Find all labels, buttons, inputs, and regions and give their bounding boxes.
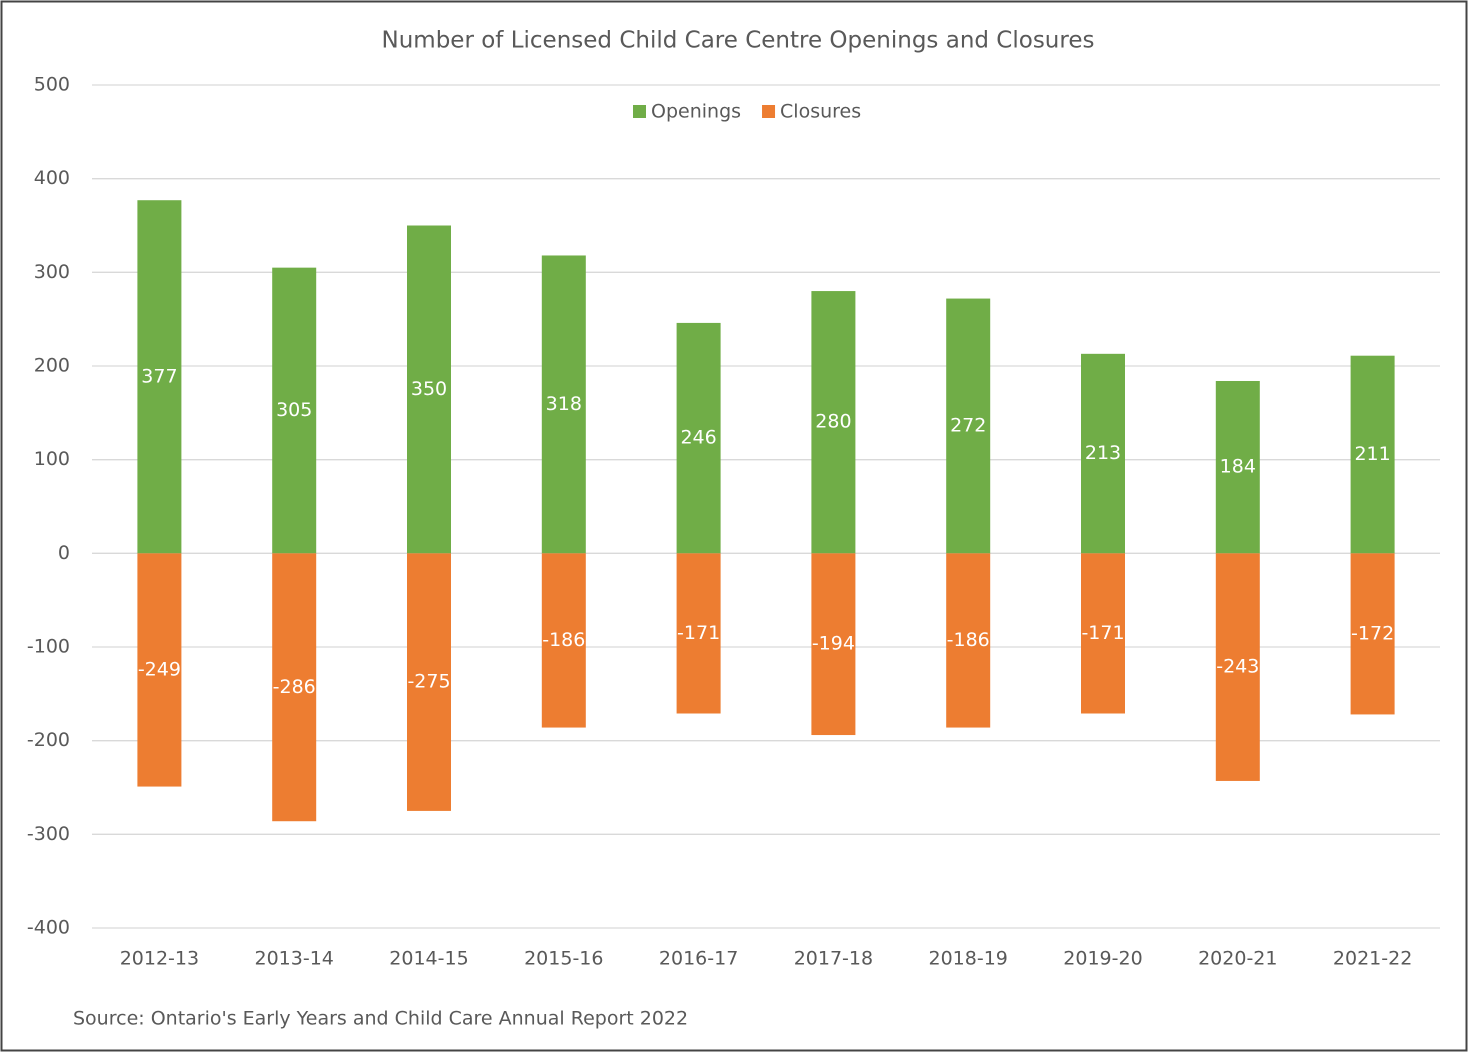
data-label: 246 xyxy=(680,427,716,449)
bar xyxy=(1215,553,1260,781)
x-tick-label: 2015-16 xyxy=(524,948,603,970)
y-tick-label: -300 xyxy=(27,823,70,845)
x-tick-label: 2017-18 xyxy=(794,948,873,970)
x-tick-label: 2016-17 xyxy=(659,948,738,970)
x-tick-label: 2021-22 xyxy=(1333,948,1412,970)
data-label: 184 xyxy=(1220,456,1256,478)
bar xyxy=(272,267,317,554)
y-tick-label: 300 xyxy=(34,261,70,283)
data-label: -172 xyxy=(1351,622,1394,644)
legend-swatch xyxy=(762,105,776,118)
y-tick-label: -400 xyxy=(27,917,70,939)
legend-label: Openings xyxy=(651,101,741,123)
source-note: Source: Ontario's Early Years and Child … xyxy=(73,1008,688,1030)
bar xyxy=(676,322,721,554)
x-tick-label: 2014-15 xyxy=(389,948,468,970)
data-label: -171 xyxy=(677,622,720,644)
y-tick-label: 100 xyxy=(34,448,70,470)
bar xyxy=(811,291,856,554)
bar xyxy=(541,553,586,728)
legend-label: Closures xyxy=(780,101,861,123)
data-label: -243 xyxy=(1216,656,1259,678)
data-label: -249 xyxy=(138,658,181,680)
data-label: -194 xyxy=(812,633,855,655)
y-tick-label: 0 xyxy=(58,542,70,564)
bar xyxy=(137,200,182,554)
bar xyxy=(811,553,856,736)
data-label: 350 xyxy=(411,378,447,400)
y-tick-label: -100 xyxy=(27,636,70,658)
data-label: -275 xyxy=(407,671,450,693)
data-label: 305 xyxy=(276,399,312,421)
y-tick-label: 200 xyxy=(34,355,70,377)
legend-swatch xyxy=(633,105,646,118)
x-tick-label: 2018-19 xyxy=(929,948,1008,970)
data-label: -186 xyxy=(947,629,990,651)
bar xyxy=(946,553,991,728)
data-label: -186 xyxy=(542,629,585,651)
bar xyxy=(1215,380,1260,554)
data-label: -286 xyxy=(273,676,316,698)
bar xyxy=(946,298,991,554)
y-tick-label: -200 xyxy=(27,729,70,751)
chart-title: Number of Licensed Child Care Centre Ope… xyxy=(382,28,1095,54)
bar xyxy=(272,553,317,822)
x-tick-label: 2013-14 xyxy=(255,948,334,970)
x-tick-label: 2012-13 xyxy=(120,948,199,970)
bar xyxy=(407,225,451,554)
data-label: 377 xyxy=(141,365,177,387)
x-tick-label: 2019-20 xyxy=(1063,948,1142,970)
bar xyxy=(676,553,721,714)
y-tick-label: 400 xyxy=(34,167,70,189)
bar xyxy=(1081,553,1125,714)
data-label: 213 xyxy=(1085,442,1121,464)
data-label: 280 xyxy=(815,411,851,433)
bar xyxy=(407,553,451,811)
bar xyxy=(137,553,182,787)
data-label: 318 xyxy=(546,393,582,415)
x-tick-label: 2020-21 xyxy=(1198,948,1277,970)
bar xyxy=(1081,353,1125,554)
bar xyxy=(541,255,586,554)
data-label: -171 xyxy=(1081,622,1124,644)
bar xyxy=(1350,553,1395,715)
y-tick-label: 500 xyxy=(34,74,70,96)
bar xyxy=(1350,355,1395,554)
data-label: 211 xyxy=(1354,443,1390,465)
data-label: 272 xyxy=(950,414,986,436)
